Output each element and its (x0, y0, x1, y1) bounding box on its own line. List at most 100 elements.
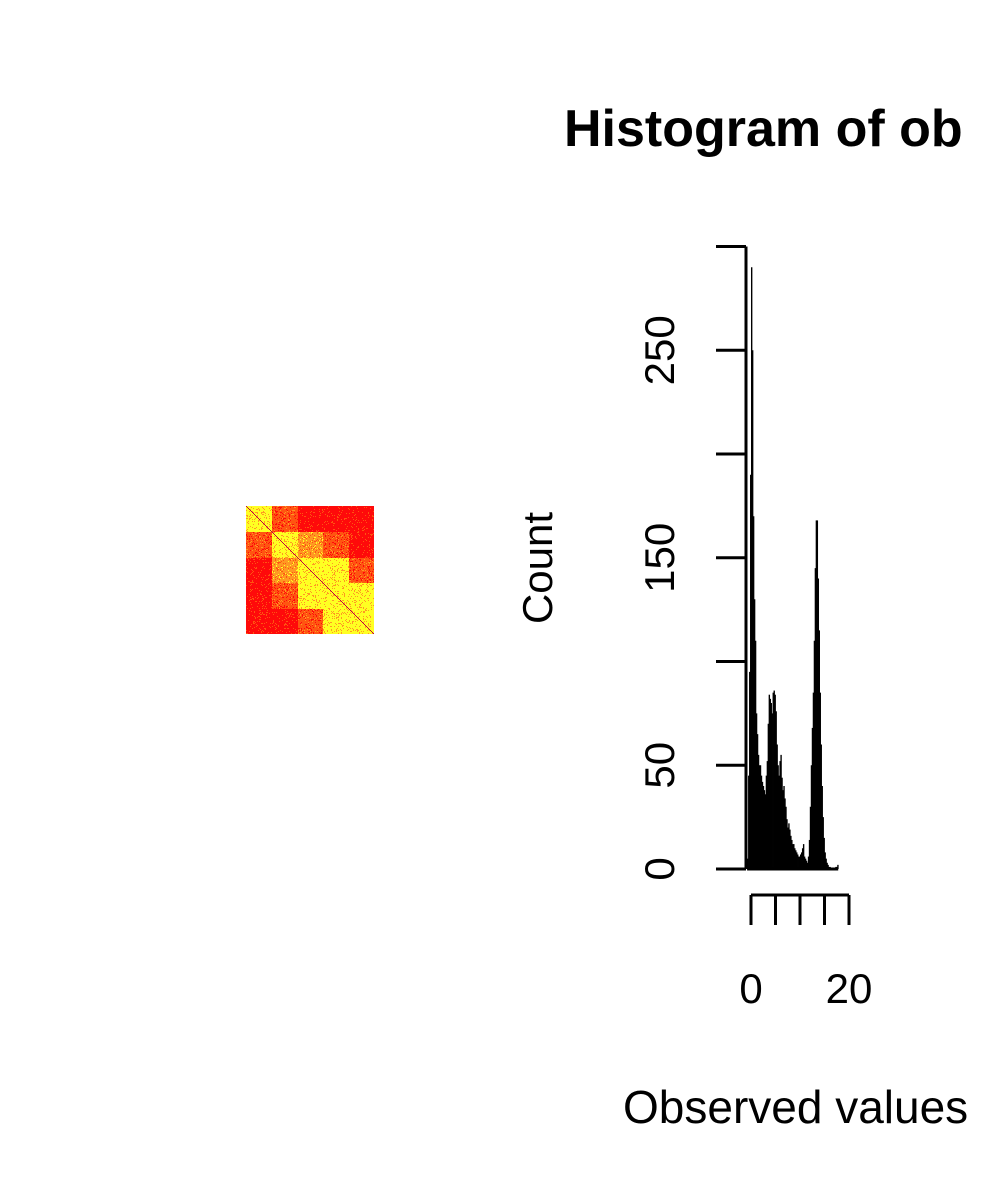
histogram-bar (797, 854, 799, 870)
histogram-bar (777, 765, 779, 869)
histogram-bar (787, 827, 789, 869)
histogram-bar (784, 798, 786, 869)
histogram-bar (763, 790, 766, 869)
histogram-bar (750, 474, 752, 869)
histogram-bar (805, 860, 808, 869)
histogram-bar (773, 690, 775, 869)
histogram-bar (810, 765, 813, 869)
histogram-bar (804, 858, 807, 870)
histogram-bar (802, 844, 805, 869)
histogram-bar (755, 713, 758, 870)
y-tick-label: 50 (636, 742, 683, 789)
histogram-bar (814, 568, 817, 870)
histogram-bar (754, 640, 757, 869)
histogram-bar (751, 350, 754, 869)
histogram-bar (796, 852, 798, 869)
histogram-bar (759, 765, 762, 869)
histogram-bar (793, 844, 795, 869)
histogram-bar (782, 790, 784, 869)
x-tick-label: 20 (826, 965, 873, 1012)
histogram-bar (794, 848, 796, 869)
histogram-bar (788, 823, 790, 869)
histogram-bar (760, 775, 763, 870)
histogram-bar (790, 835, 792, 869)
histogram-bar (818, 630, 820, 870)
histogram-bar (821, 786, 823, 869)
chart-title: Histogram of ob (564, 100, 963, 158)
histogram-bar (769, 698, 771, 869)
histogram-bar (776, 744, 778, 869)
y-tick-label: 0 (636, 857, 683, 880)
histogram-bar (762, 786, 765, 869)
heatmap (246, 506, 374, 634)
histogram-bar (749, 671, 751, 870)
histogram-bar (757, 754, 760, 870)
histogram-bar (800, 852, 803, 869)
histogram-bar (789, 829, 791, 870)
y-axis-label: Count (514, 512, 561, 624)
histogram-bar (758, 765, 761, 869)
x-axis-label: Observed values (623, 1081, 968, 1133)
y-tick-label: 250 (636, 315, 683, 385)
histogram-bar (778, 775, 780, 870)
x-axis: 0 20 (739, 893, 873, 1012)
histogram-bar (799, 856, 801, 869)
histogram-bar (807, 856, 810, 869)
histogram-bar (775, 711, 777, 869)
histogram-bar (779, 761, 781, 869)
histogram-bar (772, 692, 774, 870)
histogram-bar (822, 817, 824, 870)
histogram-bar (824, 852, 826, 869)
histogram-bar (813, 640, 816, 869)
histogram-bar (756, 734, 759, 870)
histogram-bar (780, 754, 782, 870)
histogram-bar (761, 781, 764, 869)
x-tick-label: 0 (739, 965, 762, 1012)
histogram-bar (765, 775, 768, 870)
histogram-bar (809, 806, 812, 869)
histogram-bar (819, 692, 821, 870)
histogram-bar (837, 864, 839, 869)
histogram-bars (747, 267, 839, 871)
histogram-bar (748, 775, 750, 870)
histogram-bar (783, 786, 785, 869)
histogram-bar (770, 703, 772, 869)
histogram-bar (795, 850, 797, 870)
histogram-bar (791, 839, 793, 869)
histogram-bar (800, 854, 802, 870)
histogram-bar (827, 864, 829, 869)
histogram-bar (820, 744, 822, 869)
histogram-bar (826, 862, 828, 869)
histogram-bar (811, 727, 814, 869)
heatmap-cells (246, 506, 374, 634)
histogram-bar (801, 848, 804, 869)
histogram-bar (803, 856, 806, 869)
histogram-bar (816, 520, 819, 869)
histogram-bar (753, 599, 756, 869)
histogram-bar (812, 692, 815, 870)
histogram-bar (825, 858, 827, 870)
histogram-bar (766, 761, 769, 869)
histogram-bar (806, 862, 809, 869)
y-tick-label: 150 (636, 523, 683, 593)
histogram-bar (785, 806, 787, 869)
histogram-bar (768, 694, 771, 869)
histogram-bar (747, 858, 749, 870)
histogram-bar (798, 856, 800, 869)
histogram-bar (786, 819, 788, 869)
y-axis: 0 50 150 250 (636, 245, 748, 881)
histogram-bar (771, 713, 773, 870)
histogram-bar (792, 844, 794, 869)
histogram-bar (774, 694, 776, 869)
histogram-bar (781, 777, 783, 869)
histogram-bar (751, 267, 753, 869)
histogram-bar (808, 839, 811, 869)
histogram-bar (767, 723, 770, 869)
histogram-bar (817, 578, 820, 869)
histogram-bar (764, 794, 767, 869)
histogram-bar (815, 520, 818, 869)
histogram-bar (823, 837, 825, 870)
histogram-bar (752, 516, 755, 869)
